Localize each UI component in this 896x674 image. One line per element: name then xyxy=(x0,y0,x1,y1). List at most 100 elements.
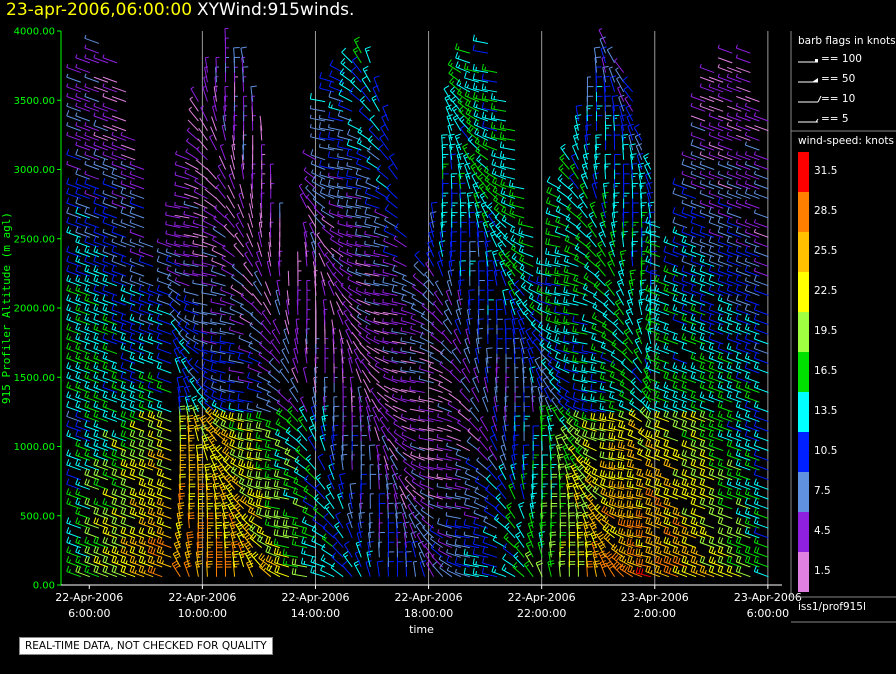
barb-staff xyxy=(287,270,290,286)
wind-barb xyxy=(75,168,91,180)
barb-feather xyxy=(66,371,70,378)
barb-staff xyxy=(349,484,353,500)
barb-feather xyxy=(174,161,177,165)
barb-feather xyxy=(357,521,365,524)
wind-barb xyxy=(66,63,81,74)
barb-feather xyxy=(334,521,340,527)
barb-feather xyxy=(327,131,331,138)
barb-feather xyxy=(266,391,270,395)
wind-barb xyxy=(84,497,100,510)
barb-feather xyxy=(174,201,176,206)
barb-feather xyxy=(66,342,70,349)
barb-feather xyxy=(104,365,108,370)
barb-feather xyxy=(77,491,80,496)
barb-feather xyxy=(141,556,145,563)
barb-feather xyxy=(66,323,70,330)
barb-feather xyxy=(84,565,88,572)
wind-barb xyxy=(219,345,235,355)
barb-feather xyxy=(66,459,70,466)
barb-feather xyxy=(141,566,145,573)
barb-feather xyxy=(75,93,78,97)
wind-barb xyxy=(75,197,91,209)
barb-staff xyxy=(93,241,109,248)
barb-feather xyxy=(84,352,88,359)
barb-feather xyxy=(369,114,375,120)
barb-feather xyxy=(75,439,79,446)
wind-barb xyxy=(102,323,118,335)
wind-barb xyxy=(264,281,272,296)
barb-feather xyxy=(249,489,253,496)
barb-staff xyxy=(317,456,326,471)
barb-feather xyxy=(66,420,70,427)
barb-feather xyxy=(129,170,132,175)
wind-barb xyxy=(306,279,311,296)
barb-feather xyxy=(93,141,96,146)
barb-staff xyxy=(129,270,145,277)
barb-feather xyxy=(150,421,154,428)
barb-feather xyxy=(159,440,163,447)
barb-feather xyxy=(202,228,205,232)
barb-feather xyxy=(235,222,240,225)
barb-feather xyxy=(229,448,234,455)
barb-staff xyxy=(329,300,335,316)
barb-feather xyxy=(132,384,135,389)
wind-barb xyxy=(315,473,326,490)
wind-barb xyxy=(352,46,362,64)
wind-barb xyxy=(75,323,91,335)
wind-barb xyxy=(120,323,136,335)
wind-barb xyxy=(102,228,118,238)
barb-feather xyxy=(120,546,124,553)
barb-feather xyxy=(292,357,297,360)
barb-feather xyxy=(165,211,167,216)
barb-feather xyxy=(141,384,144,389)
barb-feather xyxy=(93,391,97,398)
wind-barb xyxy=(102,197,118,209)
barb-feather xyxy=(84,342,88,349)
barb-feather xyxy=(120,197,124,204)
barb-feather xyxy=(319,159,322,166)
barb-feather xyxy=(186,137,189,142)
barb-feather xyxy=(159,547,163,554)
barb-feather xyxy=(324,251,329,255)
barb-staff xyxy=(219,145,227,160)
barb-feather xyxy=(66,333,70,340)
barb-feather xyxy=(104,326,108,331)
barb-staff xyxy=(138,260,154,267)
barb-feather xyxy=(276,529,279,536)
wind-barb xyxy=(355,199,371,209)
barb-staff xyxy=(216,176,226,190)
barb-staff xyxy=(120,377,136,384)
wind-barb xyxy=(331,434,338,451)
barb-feather xyxy=(129,294,133,301)
barb-staff xyxy=(120,280,136,287)
barb-feather xyxy=(102,303,106,310)
barb-staff xyxy=(93,435,109,442)
barb-feather xyxy=(260,320,265,324)
barb-staff xyxy=(247,367,262,374)
barb-staff xyxy=(102,348,118,355)
barb-feather xyxy=(295,445,301,451)
barb-feather xyxy=(237,393,240,400)
barb-staff xyxy=(157,309,172,316)
barb-feather xyxy=(258,464,260,468)
barb-feather xyxy=(276,480,279,487)
barb-feather xyxy=(152,463,155,467)
barb-feather xyxy=(338,247,341,251)
barb-feather xyxy=(150,527,154,534)
barb-staff xyxy=(66,154,81,161)
barb-feather xyxy=(147,294,151,301)
wind-barb xyxy=(348,492,356,509)
barb-feather xyxy=(267,521,270,526)
barb-feather xyxy=(111,371,115,378)
barb-feather xyxy=(68,559,71,563)
barb-feather xyxy=(296,469,299,474)
barb-feather xyxy=(246,402,249,409)
wind-barb xyxy=(224,27,229,44)
wind-barb xyxy=(66,565,81,578)
barb-feather xyxy=(210,363,214,370)
wind-barb xyxy=(120,526,136,539)
wind-barb xyxy=(66,546,81,558)
barb-feather xyxy=(174,181,177,186)
barb-feather xyxy=(102,556,106,563)
barb-feather xyxy=(303,560,306,565)
